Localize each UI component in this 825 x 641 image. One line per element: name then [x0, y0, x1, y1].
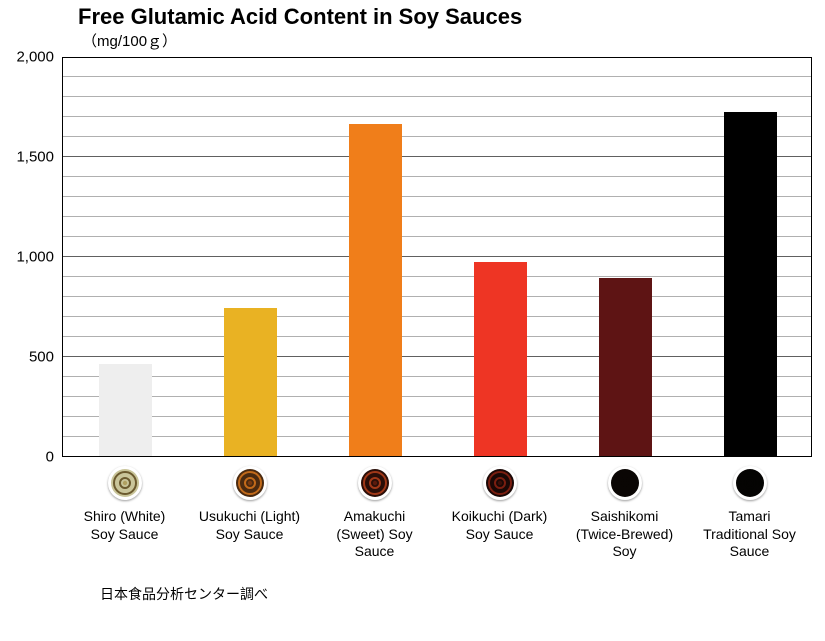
y-tick-label: 1,000: [2, 249, 54, 266]
soy-sauce-bowl-icon: [233, 466, 267, 500]
soy-sauce-bowl-icon: [108, 466, 142, 500]
chart-title: Free Glutamic Acid Content in Soy Sauces: [78, 4, 522, 30]
y-tick-label: 0: [2, 449, 54, 466]
bar: [224, 308, 277, 456]
bar: [599, 278, 652, 456]
x-axis-icons: [62, 464, 812, 504]
chart-subtitle: （mg/100ｇ）: [82, 30, 177, 51]
bar: [474, 262, 527, 456]
x-tick-label: Koikuchi (Dark) Soy Sauce: [446, 508, 554, 543]
y-tick-label: 2,000: [2, 49, 54, 66]
x-tick-label: Saishikomi (Twice-Brewed) Soy: [571, 508, 679, 561]
soy-sauce-bowl-icon: [733, 466, 767, 500]
soy-sauce-bowl-icon: [483, 466, 517, 500]
soy-sauce-bowl-icon: [608, 466, 642, 500]
chart-credit: 日本食品分析センター調べ: [100, 584, 268, 604]
plot-area: [62, 57, 812, 457]
y-tick-label: 1,500: [2, 149, 54, 166]
y-tick-label: 500: [2, 349, 54, 366]
x-tick-label: Shiro (White) Soy Sauce: [71, 508, 179, 543]
x-tick-label: Tamari Traditional Soy Sauce: [696, 508, 804, 561]
x-tick-label: Usukuchi (Light) Soy Sauce: [196, 508, 304, 543]
bar: [724, 112, 777, 456]
bars-group: [63, 58, 811, 456]
bar: [99, 364, 152, 456]
soy-sauce-bowl-icon: [358, 466, 392, 500]
x-tick-label: Amakuchi (Sweet) Soy Sauce: [321, 508, 429, 561]
bar: [349, 124, 402, 456]
